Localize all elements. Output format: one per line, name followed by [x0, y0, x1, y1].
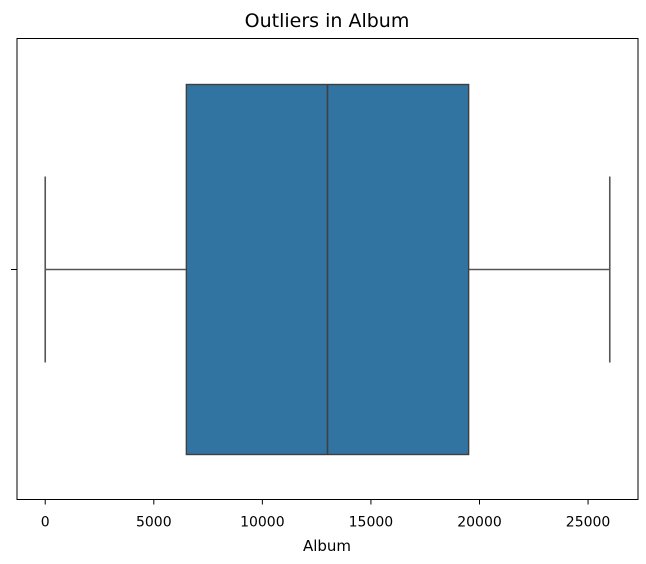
x-tick-label: 0: [41, 515, 50, 531]
x-tick-label: 5000: [136, 515, 172, 531]
x-tick-label: 20000: [457, 515, 502, 531]
x-tick-label: 15000: [349, 515, 394, 531]
x-axis-ticks: 0 5000 10000 15000 20000 25000: [41, 499, 611, 531]
x-axis-label: Album: [303, 537, 351, 555]
x-tick-label: 25000: [566, 515, 611, 531]
x-tick-label: 10000: [240, 515, 285, 531]
plot-layer: [44, 83, 611, 456]
chart-title: Outliers in Album: [245, 10, 410, 32]
